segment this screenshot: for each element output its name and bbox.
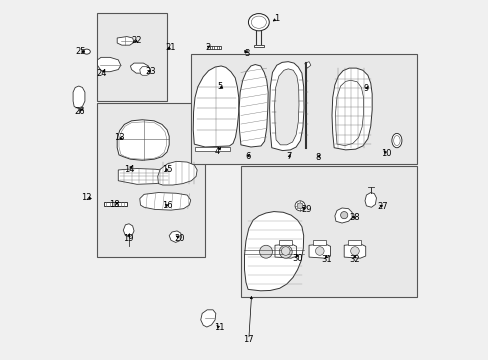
Text: 25: 25 <box>75 47 85 56</box>
Text: 11: 11 <box>214 323 224 332</box>
Text: 9: 9 <box>363 84 368 93</box>
Ellipse shape <box>83 49 90 54</box>
Text: 8: 8 <box>315 153 320 162</box>
Polygon shape <box>104 202 126 206</box>
Polygon shape <box>158 161 197 185</box>
Text: 27: 27 <box>376 202 387 211</box>
Text: 10: 10 <box>380 149 390 158</box>
Text: 28: 28 <box>349 213 360 222</box>
Polygon shape <box>279 240 292 245</box>
Bar <box>97 13 167 101</box>
Polygon shape <box>239 64 267 147</box>
Polygon shape <box>244 212 303 291</box>
Polygon shape <box>73 86 85 108</box>
Text: 4: 4 <box>215 147 220 156</box>
Polygon shape <box>117 120 169 160</box>
Text: 19: 19 <box>122 234 133 243</box>
Text: 21: 21 <box>165 43 176 52</box>
Bar <box>190 54 416 164</box>
Bar <box>241 166 416 297</box>
Polygon shape <box>130 63 149 73</box>
Polygon shape <box>201 310 215 327</box>
Circle shape <box>297 203 303 209</box>
Text: 12: 12 <box>81 193 92 202</box>
Polygon shape <box>193 66 238 147</box>
Polygon shape <box>364 193 376 207</box>
Text: 20: 20 <box>174 234 185 243</box>
Text: 17: 17 <box>243 335 254 344</box>
Circle shape <box>350 247 359 255</box>
Polygon shape <box>244 50 247 52</box>
Polygon shape <box>117 37 134 45</box>
Text: 29: 29 <box>300 205 311 214</box>
Ellipse shape <box>391 134 401 148</box>
Polygon shape <box>334 208 351 223</box>
Polygon shape <box>169 231 182 242</box>
Ellipse shape <box>248 14 269 31</box>
Text: 26: 26 <box>74 107 85 116</box>
Circle shape <box>294 201 305 211</box>
Text: 13: 13 <box>114 133 125 142</box>
Text: 31: 31 <box>320 255 331 264</box>
Text: 15: 15 <box>162 165 172 174</box>
Polygon shape <box>308 244 330 258</box>
Text: 5: 5 <box>217 82 222 91</box>
Circle shape <box>315 247 324 255</box>
Text: 14: 14 <box>123 165 134 174</box>
Text: 30: 30 <box>292 254 302 263</box>
Text: 23: 23 <box>145 67 156 76</box>
Text: 16: 16 <box>162 201 172 210</box>
Text: 2: 2 <box>204 43 210 52</box>
Polygon shape <box>118 168 169 184</box>
Polygon shape <box>344 244 365 258</box>
Text: 24: 24 <box>96 69 107 78</box>
Polygon shape <box>195 147 230 150</box>
Text: 1: 1 <box>274 14 279 23</box>
Circle shape <box>259 245 272 258</box>
Polygon shape <box>123 224 134 237</box>
Polygon shape <box>274 69 298 145</box>
Polygon shape <box>313 240 325 245</box>
Text: 32: 32 <box>349 255 360 264</box>
Text: 18: 18 <box>109 200 120 209</box>
Circle shape <box>340 212 347 219</box>
Polygon shape <box>269 62 304 150</box>
Bar <box>97 103 204 257</box>
Polygon shape <box>304 62 310 68</box>
Circle shape <box>281 247 289 255</box>
Circle shape <box>279 245 292 258</box>
Polygon shape <box>348 240 361 245</box>
Polygon shape <box>140 67 150 75</box>
Text: 3: 3 <box>244 49 249 58</box>
Polygon shape <box>97 57 121 72</box>
Polygon shape <box>210 46 221 49</box>
Polygon shape <box>253 45 264 47</box>
Text: 22: 22 <box>131 36 142 45</box>
Polygon shape <box>140 193 190 210</box>
Polygon shape <box>331 68 371 150</box>
Text: 6: 6 <box>245 152 250 161</box>
Polygon shape <box>274 244 296 258</box>
Text: 7: 7 <box>286 152 291 161</box>
